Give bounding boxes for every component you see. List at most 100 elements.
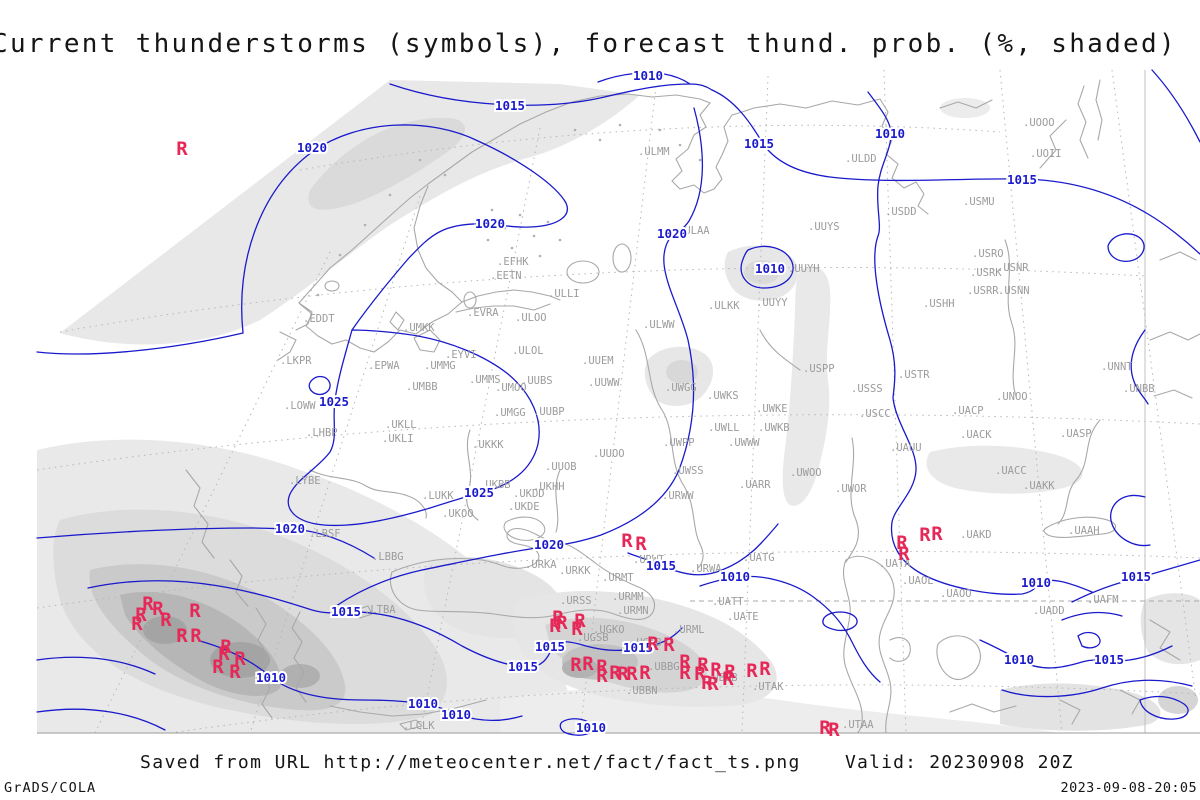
station-label: .UUOB <box>545 461 577 473</box>
station-label: .USRK <box>970 267 1002 279</box>
coast-kara-bogaz <box>889 637 911 662</box>
coast-marmara <box>355 605 373 619</box>
station-label: .UUWW <box>588 377 620 389</box>
thunderstorm-icon: R <box>828 719 840 741</box>
station-label: .ULOO <box>515 312 547 324</box>
station-label: .UMMS <box>469 374 501 386</box>
station-label: .EPWA <box>368 360 400 372</box>
station-label: .URML <box>673 624 705 636</box>
station-label: .UUYS <box>808 221 840 233</box>
station-label: .UATA <box>879 558 911 570</box>
isobar-label: 1010 <box>1004 652 1034 667</box>
thunderstorm-icon: R <box>152 598 164 620</box>
station-label: .UACP <box>952 405 984 417</box>
station-label: .LTBA <box>364 604 396 616</box>
isobar-label: 1010 <box>408 696 438 711</box>
station-label: .URSS <box>560 595 592 607</box>
thunderstorm-icon: R <box>621 530 633 552</box>
coast-balkhash <box>1043 516 1117 538</box>
isobar-label: 1020 <box>297 140 327 155</box>
station-label: .UOOO <box>1023 117 1055 129</box>
coast-caspian <box>842 555 895 734</box>
thunderstorm-icon: R <box>596 665 608 687</box>
river-don <box>555 469 561 533</box>
coast-white-sea <box>671 102 755 194</box>
river-kama <box>759 329 801 371</box>
station-labels: .ULMM .ULAA .ULDD .UUYS .UUYH .ULKK .UUYY .ULWW… <box>280 117 1155 732</box>
coast-aegean <box>255 607 307 719</box>
thunderstorm-icon: R <box>639 662 651 684</box>
station-label: .USCC <box>859 408 891 420</box>
thunderstorm-icon: R <box>552 607 564 629</box>
isobar-label: 1015 <box>1121 569 1151 584</box>
station-label: .UGSB <box>577 632 609 644</box>
river-ural <box>845 437 859 563</box>
isobar-label: 1010 <box>576 720 606 735</box>
coast-adriatic <box>185 469 249 607</box>
thunderstorm-icon: R <box>707 673 719 695</box>
station-label: .LKPR <box>280 355 312 367</box>
thunderstorm-icon: R <box>596 656 608 678</box>
thunderstorm-icon: R <box>694 663 706 685</box>
station-label: .UAAH <box>1068 525 1100 537</box>
station-label: .UATE <box>727 611 759 623</box>
station-label: .EYVI <box>445 349 477 361</box>
station-label: .LBBG <box>372 551 404 563</box>
thunderstorm-icon: R <box>635 533 647 555</box>
probability-shading <box>37 80 1200 733</box>
station-label: .ULKK <box>708 300 740 312</box>
coast-baltic <box>277 185 463 361</box>
station-label: .UUBS <box>521 375 553 387</box>
station-label: .UWGG <box>665 382 697 394</box>
station-label: .UTAA <box>842 719 874 731</box>
station-label: .UWKB <box>758 422 790 434</box>
thunderstorm-icon: R <box>647 633 659 655</box>
thunderstorm-icon: R <box>142 593 154 615</box>
station-label: .URWW <box>662 490 694 502</box>
isobar-label: 1025 <box>319 394 349 409</box>
station-label: .USSS <box>851 383 883 395</box>
thunderstorm-icon: R <box>919 524 931 546</box>
station-label: .UWKE <box>756 403 788 415</box>
station-label: .UUBP <box>533 406 565 418</box>
isobar-label: 1015 <box>535 639 565 654</box>
station-label: .UBBG <box>648 661 680 673</box>
thunderstorm-icon: R <box>549 615 561 637</box>
station-label: .USPP <box>803 363 835 375</box>
footer-saved-url: Saved from URL http://meteocenter.net/fa… <box>140 752 801 773</box>
thunderstorm-icon: R <box>176 625 188 647</box>
station-label: .URMN <box>617 605 649 617</box>
coast-black-sea <box>390 528 655 620</box>
thunderstorm-icon: R <box>176 138 188 160</box>
station-label: .EFHK <box>497 256 529 268</box>
thunderstorm-icon: R <box>190 625 202 647</box>
station-label: .URMT <box>602 572 634 584</box>
station-label: .LBSF <box>309 528 341 540</box>
station-label: .UWKS <box>707 390 739 402</box>
isobar-label: 1015 <box>331 604 361 619</box>
station-label: .UKOO <box>442 508 474 520</box>
station-label: .URKK <box>559 565 591 577</box>
thunderstorm-icon: R <box>574 610 586 632</box>
isobar-label: 1010 <box>755 261 785 276</box>
thunderstorm-icon: R <box>220 636 232 658</box>
station-label: .UMKK <box>403 322 435 334</box>
thunderstorm-icon: R <box>663 634 675 656</box>
station-label: .URWA <box>690 563 722 575</box>
isobar-label: 1010 <box>720 569 750 584</box>
graticule <box>36 69 1200 734</box>
station-label: .UOII <box>1030 148 1062 160</box>
station-label: .UTAK <box>752 681 784 693</box>
station-label: .LYBE <box>289 475 321 487</box>
thunderstorm-icon: R <box>679 662 691 684</box>
station-label: .UAUU <box>890 442 922 454</box>
isobar-label: 1015 <box>744 136 774 151</box>
isobar-label: 1010 <box>875 126 905 141</box>
map-title: Current thunderstorms (symbols), forecas… <box>0 29 1177 59</box>
station-label: .UWOO <box>790 467 822 479</box>
isobar-label: 1015 <box>1007 172 1037 187</box>
station-label: .LOWW <box>284 400 316 412</box>
station-label: .UBBB <box>706 672 738 684</box>
thunderstorm-icon: R <box>697 654 709 676</box>
